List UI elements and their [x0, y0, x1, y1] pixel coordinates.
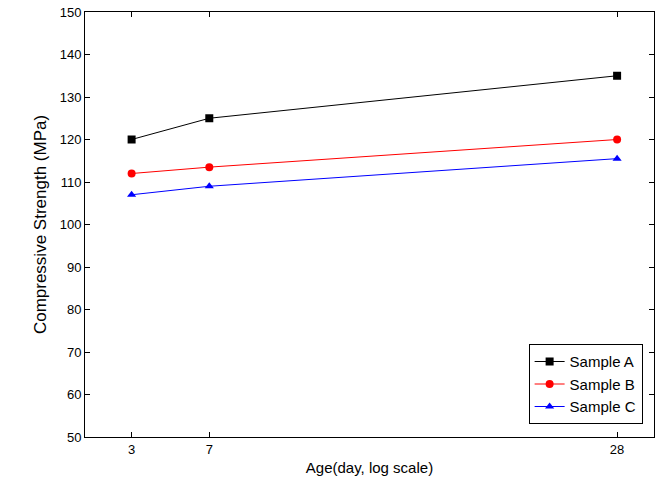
svg-text:Sample C: Sample C — [570, 398, 636, 415]
svg-text:110: 110 — [61, 175, 82, 190]
svg-text:Compressive Strength (MPa): Compressive Strength (MPa) — [31, 115, 50, 334]
svg-text:90: 90 — [67, 260, 81, 275]
svg-text:Sample A: Sample A — [570, 353, 634, 370]
svg-text:60: 60 — [67, 387, 81, 402]
svg-text:140: 140 — [60, 47, 82, 62]
svg-text:100: 100 — [60, 217, 82, 232]
svg-text:120: 120 — [60, 132, 82, 147]
svg-text:28: 28 — [610, 442, 624, 457]
svg-text:50: 50 — [67, 430, 81, 445]
svg-text:80: 80 — [67, 302, 81, 317]
svg-text:70: 70 — [67, 345, 81, 360]
svg-text:3: 3 — [128, 442, 135, 457]
svg-text:150: 150 — [60, 5, 82, 20]
svg-text:7: 7 — [206, 442, 213, 457]
svg-text:Age(day, log scale): Age(day, log scale) — [306, 459, 433, 476]
svg-text:Sample B: Sample B — [570, 376, 635, 393]
svg-text:130: 130 — [60, 90, 82, 105]
